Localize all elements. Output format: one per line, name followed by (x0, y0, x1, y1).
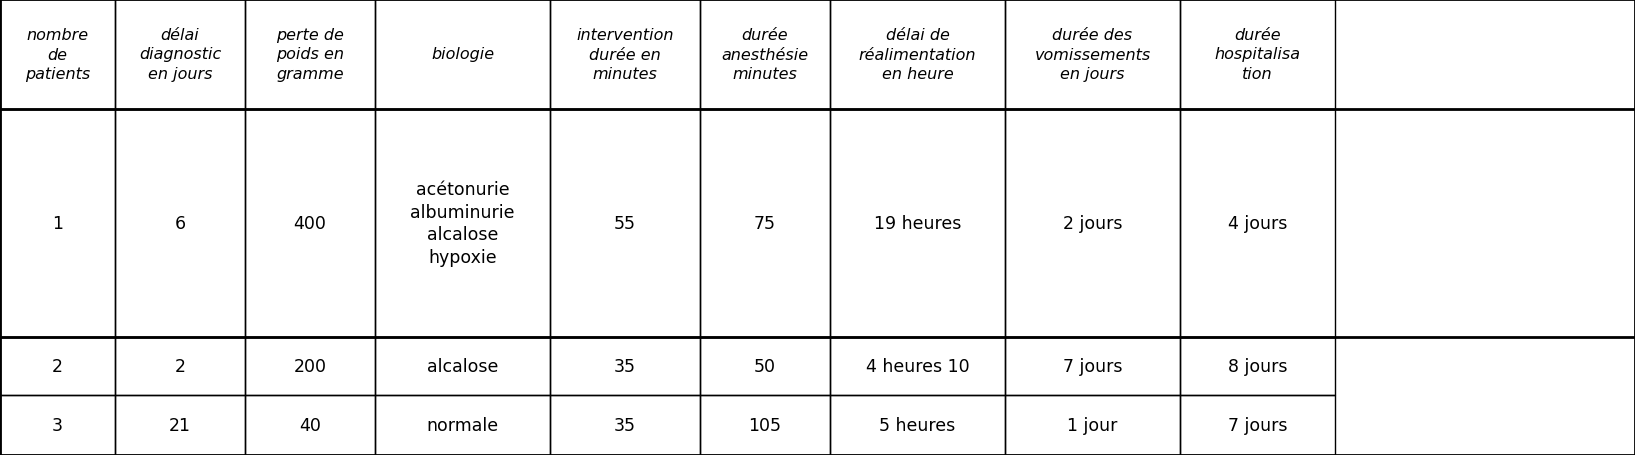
Bar (0, 110, 114, 337)
Text: biologie: biologie (432, 47, 494, 62)
Text: acétonurie
albuminurie
alcalose
hypoxie: acétonurie albuminurie alcalose hypoxie (410, 180, 515, 267)
Text: 7 jours: 7 jours (1228, 416, 1287, 434)
Bar (245, 0, 374, 110)
Bar (0, 0, 114, 110)
Text: 55: 55 (615, 214, 636, 233)
Text: 21: 21 (168, 416, 191, 434)
Text: intervention
durée en
minutes: intervention durée en minutes (576, 28, 674, 81)
Bar (374, 395, 549, 455)
Text: 50: 50 (754, 357, 777, 375)
Text: 8 jours: 8 jours (1228, 357, 1287, 375)
Bar (831, 395, 1006, 455)
Bar (549, 110, 700, 337)
Bar (374, 110, 549, 337)
Text: 3: 3 (52, 416, 64, 434)
Bar (831, 110, 1006, 337)
Bar (374, 0, 549, 110)
Text: 105: 105 (749, 416, 782, 434)
Bar (831, 337, 1006, 395)
Text: 200: 200 (294, 357, 327, 375)
Bar (700, 110, 831, 337)
Bar (549, 337, 700, 395)
Bar (700, 395, 831, 455)
Bar (1180, 0, 1336, 110)
Text: délai
diagnostic
en jours: délai diagnostic en jours (139, 28, 221, 81)
Text: durée
hospitalisa
tion: durée hospitalisa tion (1215, 28, 1300, 81)
Bar (114, 395, 245, 455)
Text: 75: 75 (754, 214, 777, 233)
Text: 4 jours: 4 jours (1228, 214, 1287, 233)
Text: 2: 2 (52, 357, 64, 375)
Bar (245, 395, 374, 455)
Bar (245, 110, 374, 337)
Text: 7 jours: 7 jours (1063, 357, 1122, 375)
Text: perte de
poids en
gramme: perte de poids en gramme (276, 28, 343, 81)
Bar (1180, 395, 1336, 455)
Bar (374, 337, 549, 395)
Text: 5 heures: 5 heures (880, 416, 955, 434)
Bar (549, 395, 700, 455)
Bar (1006, 110, 1180, 337)
Bar (700, 0, 831, 110)
Text: durée des
vomissements
en jours: durée des vomissements en jours (1035, 28, 1151, 81)
Bar (114, 0, 245, 110)
Text: 1: 1 (52, 214, 64, 233)
Text: alcalose: alcalose (427, 357, 499, 375)
Bar (1180, 110, 1336, 337)
Bar (1006, 337, 1180, 395)
Text: délai de
réalimentation
en heure: délai de réalimentation en heure (858, 28, 976, 81)
Text: normale: normale (427, 416, 499, 434)
Text: durée
anesthésie
minutes: durée anesthésie minutes (721, 28, 809, 81)
Bar (0, 337, 114, 395)
Bar (245, 337, 374, 395)
Text: 2 jours: 2 jours (1063, 214, 1122, 233)
Text: 19 heures: 19 heures (873, 214, 961, 233)
Bar (1180, 337, 1336, 395)
Bar (0, 395, 114, 455)
Bar (549, 0, 700, 110)
Text: 6: 6 (175, 214, 185, 233)
Bar (700, 337, 831, 395)
Text: 1 jour: 1 jour (1068, 416, 1118, 434)
Bar (114, 337, 245, 395)
Text: nombre
de
patients: nombre de patients (25, 28, 90, 81)
Text: 40: 40 (299, 416, 320, 434)
Bar (1006, 0, 1180, 110)
Bar (831, 0, 1006, 110)
Text: 400: 400 (294, 214, 327, 233)
Text: 35: 35 (615, 357, 636, 375)
Text: 4 heures 10: 4 heures 10 (865, 357, 970, 375)
Bar (114, 110, 245, 337)
Text: 35: 35 (615, 416, 636, 434)
Text: 2: 2 (175, 357, 185, 375)
Bar (1006, 395, 1180, 455)
